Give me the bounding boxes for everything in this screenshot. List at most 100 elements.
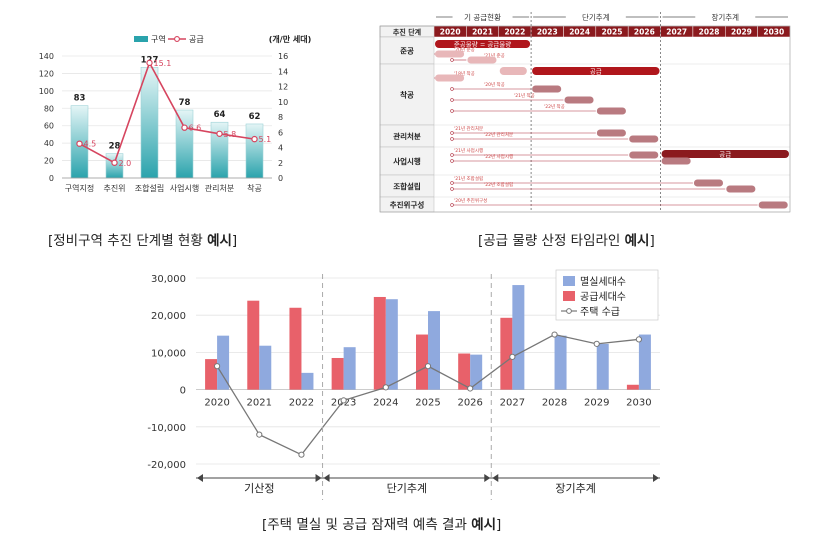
category-label: 추진위 bbox=[103, 183, 125, 193]
period-arrow-left bbox=[197, 474, 203, 482]
step-label: '22년 착공 bbox=[544, 103, 565, 110]
stage-cell bbox=[379, 63, 435, 126]
balance-point bbox=[593, 340, 600, 347]
year-header-label: 2023 bbox=[537, 28, 558, 37]
stage-label: 조합설립 bbox=[393, 181, 421, 191]
step-bar bbox=[467, 56, 497, 64]
right-tick-label: 4 bbox=[278, 144, 283, 153]
stage-label: 사업시행 bbox=[393, 156, 421, 166]
caption-demolition-supply-bold: 예시 bbox=[471, 517, 497, 533]
step-label: '20년 추진위구성 bbox=[454, 197, 487, 204]
period-arrow-right bbox=[653, 474, 659, 482]
legend-bar-swatch bbox=[134, 36, 148, 42]
legend-line-marker bbox=[174, 36, 180, 42]
caption-supply-timeline-text: [공급 물량 산정 타임라인 bbox=[478, 233, 625, 249]
supply-point bbox=[181, 124, 188, 131]
year-header-label: 2030 bbox=[763, 28, 784, 37]
step-label: '21년 관리처분 bbox=[454, 125, 483, 132]
year-label: 2024 bbox=[373, 398, 398, 409]
y-tick-label: 0 bbox=[180, 386, 186, 397]
balance-point bbox=[213, 363, 221, 370]
balance-point bbox=[467, 385, 474, 392]
legend-demolition-label: 멸실세대수 bbox=[580, 276, 626, 288]
step-label: '22년 사업시행 bbox=[484, 153, 513, 160]
supply-bar bbox=[532, 67, 660, 75]
category-label: 사업시행 bbox=[170, 183, 199, 193]
year-label: 2022 bbox=[289, 398, 314, 409]
step-label: '21년 사업시행 bbox=[454, 147, 483, 154]
supply-bar-2024 bbox=[373, 296, 386, 390]
step-bar bbox=[726, 185, 756, 193]
period-label: 장기추계 bbox=[711, 12, 739, 22]
supply-bar-2027 bbox=[500, 317, 513, 390]
period-band-label: 장기추계 bbox=[555, 482, 595, 495]
balance-point bbox=[635, 336, 643, 343]
legend-balance-label: 주택 수급 bbox=[580, 306, 620, 318]
supply-bar-2025 bbox=[416, 334, 428, 390]
caption-supply-timeline-end: ] bbox=[649, 233, 655, 249]
supply-value-label: 5.8 bbox=[224, 130, 237, 139]
year-label: 2029 bbox=[584, 398, 609, 409]
stage-cell bbox=[379, 36, 435, 65]
period-label: 단기추계 bbox=[582, 12, 610, 22]
right-tick-label: 14 bbox=[278, 67, 288, 76]
year-label: 2025 bbox=[415, 398, 440, 409]
supply-value-label: 2.0 bbox=[119, 159, 132, 168]
right-tick-label: 2 bbox=[278, 159, 283, 168]
bar-value-label: 62 bbox=[249, 112, 261, 122]
period-arrow-left bbox=[492, 474, 499, 482]
caption-demolition-supply-end: ] bbox=[496, 517, 502, 533]
step-arrow-origin bbox=[450, 203, 454, 207]
balance-point bbox=[340, 397, 347, 404]
step-label: '22년 관리처분 bbox=[484, 131, 513, 138]
demolition-bar-2021 bbox=[259, 345, 272, 390]
y-tick-label: 30,000 bbox=[151, 274, 186, 285]
supply-value-label: 5.1 bbox=[259, 135, 272, 144]
step-label: '21년 준공 bbox=[484, 52, 505, 59]
demolition-bar-2030 bbox=[638, 334, 651, 390]
stage-label: 관리처분 bbox=[393, 131, 421, 141]
right-tick-label: 6 bbox=[278, 128, 283, 137]
legend-balance-marker bbox=[566, 308, 572, 314]
year-label: 2021 bbox=[247, 398, 272, 409]
step-arrow-origin bbox=[450, 159, 454, 163]
year-header-label: 2025 bbox=[602, 28, 623, 37]
step-arrow-origin bbox=[450, 131, 454, 135]
caption-stage-status-text: [정비구역 추진 단계별 현황 bbox=[48, 233, 208, 249]
step-label: '20년 착공 bbox=[484, 81, 505, 88]
y-tick-label: -20,000 bbox=[147, 460, 186, 471]
year-label: 2020 bbox=[204, 398, 229, 409]
demolition-bar-2026 bbox=[470, 354, 483, 390]
step-bar bbox=[596, 107, 626, 115]
supply-point bbox=[146, 59, 153, 67]
demolition-bar-2023 bbox=[343, 347, 356, 390]
year-header-label: 2026 bbox=[634, 28, 655, 37]
demolition-bar-2022 bbox=[301, 372, 314, 390]
year-header-label: 2020 bbox=[440, 28, 461, 37]
step-arrow-origin bbox=[450, 109, 454, 113]
step-arrow-origin bbox=[450, 181, 454, 185]
demolition-bar-2028 bbox=[554, 335, 567, 390]
year-header-label: 2027 bbox=[666, 28, 687, 37]
y-tick-label: -10,000 bbox=[147, 423, 186, 434]
year-label: 2030 bbox=[626, 398, 651, 409]
year-label: 2026 bbox=[457, 398, 482, 409]
step-label: '18년 착공 bbox=[454, 70, 475, 77]
legend-line-label: 공급 bbox=[189, 35, 204, 44]
category-label: 조합설립 bbox=[135, 183, 164, 193]
unit-label: (개/만 세대) bbox=[269, 34, 311, 44]
supply-bar-label: 공급 bbox=[590, 68, 602, 76]
supply-bar-2023 bbox=[331, 357, 344, 390]
balance-point bbox=[256, 431, 263, 438]
supply-bar-label: 준공물량 = 공급물량 bbox=[454, 41, 511, 49]
demolition-bar-2027 bbox=[512, 285, 525, 390]
right-tick-label: 16 bbox=[278, 52, 288, 61]
left-tick-label: 120 bbox=[39, 69, 54, 78]
balance-point bbox=[551, 331, 558, 338]
step-bar bbox=[693, 179, 724, 187]
period-label-bg bbox=[695, 11, 756, 23]
category-label: 착공 bbox=[247, 184, 262, 193]
category-label: 관리처분 bbox=[205, 183, 234, 193]
right-tick-label: 8 bbox=[278, 113, 283, 122]
